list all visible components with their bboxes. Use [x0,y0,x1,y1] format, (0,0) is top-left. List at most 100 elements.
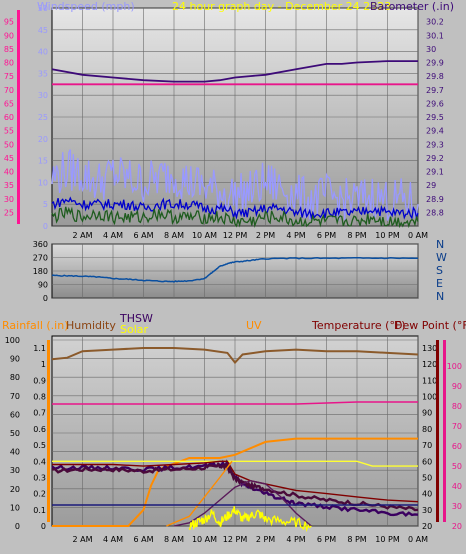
grid-1 [52,7,419,227]
wind-direction-line [51,256,418,283]
extra-scale-ticks: 25 30 35 40 45 50 55 60 65 70 75 80 85 90 95 [4,10,20,224]
x-tick-label: 8 AM [164,535,184,544]
pink-tick-label: 30 [452,502,462,511]
x-tick-label: 8 PM [347,231,366,240]
x-tick-label: 4 AM [103,535,123,544]
temperature-tick-label: 80 [422,425,432,434]
series-line-3 [51,196,419,221]
series-line-0 [51,60,418,83]
x-tick-label: 10 PM [375,535,400,544]
direction-tick-label: 90 [38,281,48,290]
x-ticks-1: 2 AM 4 AM 6 AM 8 AM 10 AM 12 PM 2 PM 4 PM 6 PM 8 … [72,231,428,240]
rainfall-tick-label: 0.1 [33,506,46,515]
barometer-axis-label: Barometer (.in) [370,0,454,13]
pink-tick-label: 40 [452,482,462,491]
windspeed-tick-label: 10 [38,178,48,187]
pink-tick-label: 50 [452,462,462,471]
x-tick-label: 0 AM [408,535,428,544]
compass-label: S [436,264,443,277]
rainfall-label: Rainfall (.in) [2,319,69,332]
dew-point-label: Dew Point (°F) [394,319,466,332]
extra-scale-tick-label: 95 [4,18,14,27]
windspeed-tick-label: 5 [43,200,48,209]
barometer-tick-label: 28.9 [426,195,444,204]
x-tick-label: 2 PM [256,231,275,240]
direction-tick-label: 270 [33,254,48,263]
temperature-tick-label: 40 [422,490,432,499]
x-tick-label: 6 PM [317,231,336,240]
pink-tick-label: 70 [452,422,462,431]
windspeed-tick-label: 15 [38,157,48,166]
thsw-label: THSW [119,312,153,325]
compass-label: N [436,290,444,303]
pink-ticks: 20 30 40 50 60 70 80 90 100 [443,340,462,531]
temperature-bar [436,340,439,522]
temperature-tick-label: 50 [422,473,432,482]
extra-scale-tick-label: 45 [4,154,14,163]
temperature-tick-label: 100 [422,393,437,402]
rainfall-tick-label: 0.6 [33,425,46,434]
barometer-tick-label: 30.2 [426,18,444,27]
x-tick-label: 2 PM [256,535,275,544]
humidity-label: Humidity [66,319,116,332]
compass-label: W [436,251,447,264]
windspeed-axis-label: Windspeed (mph) [37,0,135,13]
rainfall-tick-label: 0.4 [33,457,46,466]
series-group-2 [51,256,418,283]
pink-tick-label: 20 [452,522,462,531]
rainfall-tick-label: 0.7 [33,409,46,418]
rainfall-tick-label: 0.8 [33,393,46,402]
windspeed-tick-label: 45 [38,26,48,35]
x-tick-label: 10 AM [192,231,217,240]
direction-tick-label: 0 [43,294,48,303]
temperature-tick-label: 30 [422,506,432,515]
compass-label: E [436,277,443,290]
x-tick-label: 6 AM [133,535,153,544]
series-line-temperature [51,462,419,512]
temperature-tick-label: 20 [422,522,432,531]
grid-3 [52,336,419,527]
x-tick-label: 4 PM [286,535,305,544]
x-tick-label: 4 PM [286,231,305,240]
solar-label: Solar [120,323,149,336]
percent-ticks: 0 10 20 30 40 50 60 70 80 90 100 [5,336,20,531]
x-tick-label: 8 AM [164,231,184,240]
windspeed-tick-label: 50 [38,4,48,13]
pink-tick-label: 90 [452,382,462,391]
extra-scale-tick-label: 25 [4,208,14,217]
direction-tick-label: 180 [33,267,48,276]
extra-scale-tick-label: 75 [4,72,14,81]
series-line-dew_point [52,460,419,503]
x-tick-label: 12 PM [223,535,248,544]
windspeed-tick-label: 30 [38,91,48,100]
direction-ticks: 0 90 180 270 360 [33,240,48,303]
barometer-tick-label: 29.9 [426,59,444,68]
rainfall-tick-label: 1 [41,360,46,369]
temperature-ticks: 20 30 40 50 60 70 80 90 100 110 120 130 [422,340,439,531]
windspeed-tick-label: 0 [43,222,48,231]
rainfall-tick-label: 1.1 [33,344,46,353]
percent-tick-label: 70 [10,392,20,401]
barometer-tick-label: 29.8 [426,72,444,81]
percent-tick-label: 0 [15,522,20,531]
windspeed-tick-label: 40 [38,48,48,57]
percent-tick-label: 80 [10,373,20,382]
extra-scale-tick-label: 35 [4,181,14,190]
windspeed-tick-label: 20 [38,135,48,144]
series-group-3 [51,347,419,533]
barometer-tick-label: 29 [426,181,436,190]
rainfall-tick-label: 0 [41,522,46,531]
wind-barometer-chart: 0 5 10 15 20 25 30 35 40 45 50 25 30 35 40 45 50 55 60 65 7… [4,0,454,240]
barometer-tick-label: 29.6 [426,99,444,108]
pink-tick-label: 100 [447,362,462,371]
series-line-solar [188,506,312,533]
x-tick-label: 0 AM [408,231,428,240]
series-line-2 [51,149,419,221]
uv-label: UV [246,319,262,332]
temperature-tick-label: 70 [422,441,432,450]
series-line-4 [51,206,419,229]
barometer-tick-label: 29.7 [426,86,444,95]
extra-scale-tick-label: 60 [4,113,14,122]
